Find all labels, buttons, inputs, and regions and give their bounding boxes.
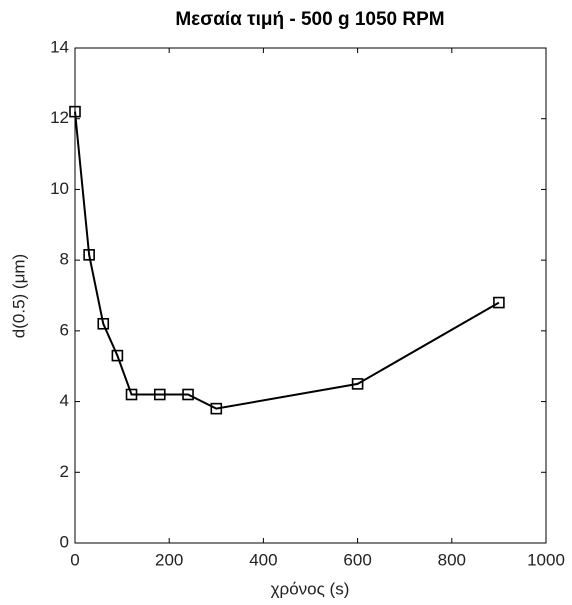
- plot-frame: [74, 47, 547, 544]
- y-tick-label: 10: [50, 179, 69, 198]
- marker: [153, 388, 166, 401]
- y-tick-label: 2: [60, 462, 69, 481]
- y-tick-label: 8: [60, 250, 69, 269]
- marker: [493, 296, 505, 309]
- marker: [111, 349, 124, 362]
- x-tick-label: 0: [70, 550, 79, 569]
- y-tick-label: 4: [60, 391, 69, 410]
- marker: [97, 317, 110, 330]
- marker: [182, 388, 194, 401]
- marker: [69, 105, 81, 118]
- chart-title: Μεσαία τιμή - 500 g 1050 RPM: [175, 9, 444, 30]
- y-tick-label: 14: [50, 37, 69, 56]
- marker: [351, 378, 364, 390]
- x-tick-label: 800: [438, 550, 466, 569]
- marker: [210, 402, 223, 415]
- y-tick-label: 6: [60, 320, 69, 339]
- x-tick-label: 200: [155, 550, 183, 569]
- x-axis-label: χρόνος (s): [271, 579, 350, 598]
- x-tick-label: 600: [343, 550, 371, 569]
- data-line: [74, 111, 500, 410]
- y-tick-label: 0: [60, 532, 69, 551]
- y-axis-label: d(0.5) (μm): [9, 254, 28, 338]
- y-tick-label: 12: [50, 108, 69, 127]
- marker: [125, 388, 138, 401]
- marker: [83, 249, 95, 261]
- x-tick-label: 1000: [527, 550, 565, 569]
- x-tick-label: 400: [249, 550, 277, 569]
